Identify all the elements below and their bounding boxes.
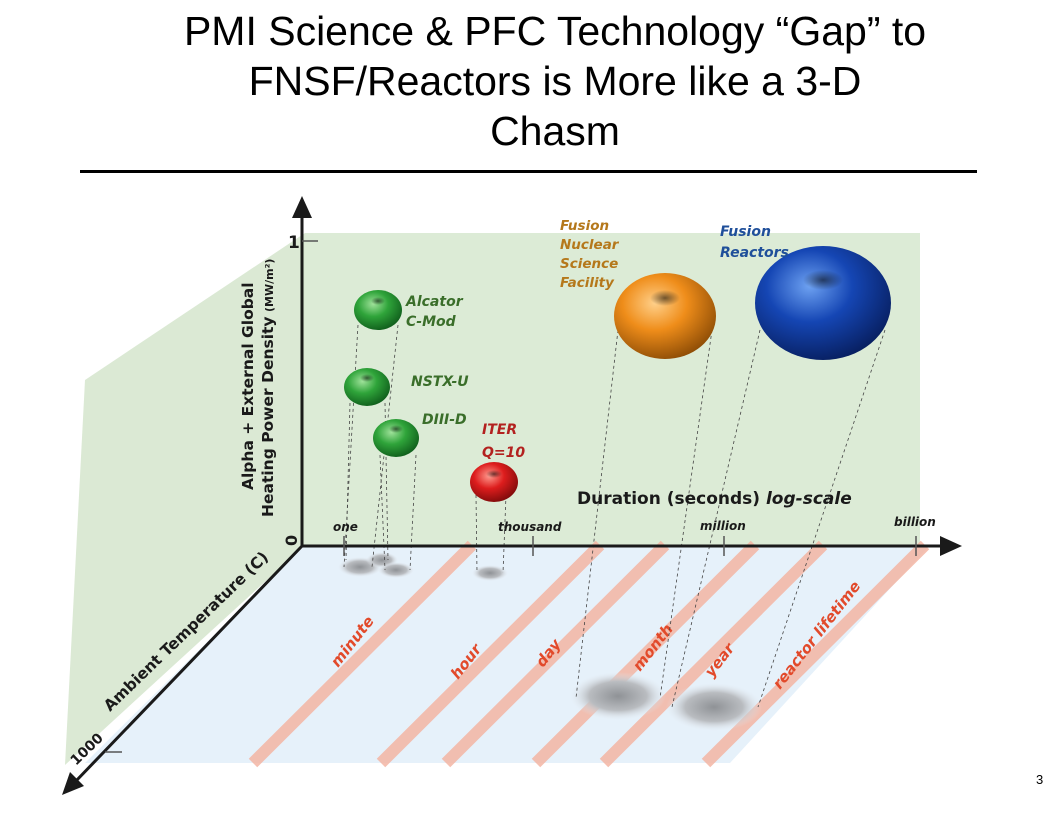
side-wall-plane: [65, 233, 305, 765]
tick-marks: [105, 240, 917, 753]
slide-title: PMI Science & PFC Technology “Gap” to FN…: [90, 6, 1020, 156]
y-axis-arrow: [292, 196, 312, 218]
torus-alcator: [354, 290, 402, 330]
x-tick-million: million: [700, 519, 746, 533]
label-fnsf: Fusion Nuclear Science Facility: [560, 218, 623, 291]
z-axis-arrow: [62, 772, 84, 795]
label-iter: ITER Q=10: [482, 422, 525, 461]
torus-diiid: [373, 419, 419, 457]
x-axis-label: Duration (seconds) log-scale: [577, 489, 852, 509]
shadow-diiid: [378, 562, 414, 578]
label-diiid: DIII-D: [422, 412, 467, 428]
axes: [73, 212, 945, 784]
shadow-fnsf: [570, 672, 666, 720]
projection-lines: [343, 324, 886, 708]
x-axis-arrow: [940, 536, 962, 556]
x-tick-one: one: [333, 520, 358, 534]
x-tick-billion: billion: [894, 515, 936, 529]
floor-shadows: [338, 552, 762, 731]
page-number: 3: [1036, 772, 1044, 787]
label-reactors: Fusion Reactors: [720, 224, 789, 261]
title-line-1: PMI Science & PFC Technology “Gap” to: [183, 8, 927, 54]
y-tick-origin: 0: [282, 535, 301, 546]
torus-iter: [470, 462, 518, 502]
torus-reactor: [755, 246, 891, 360]
label-alcator: Alcator C-Mod: [405, 294, 467, 330]
y-axis-unit: (MW/m²): [263, 259, 276, 312]
shadow-reactor: [666, 683, 762, 731]
title-line-3: Chasm: [490, 108, 620, 154]
torus-fnsf: [614, 273, 716, 359]
title-line-2: FNSF/Reactors is More like a 3-D: [248, 58, 862, 104]
z-axis-line: [73, 544, 304, 784]
y-axis-label-line2: Heating Power Density: [259, 316, 277, 517]
time-stripes: [248, 540, 930, 768]
y-axis-label-line1: Alpha + External Global: [239, 282, 257, 490]
label-nstx: NSTX-U: [411, 374, 469, 390]
x-tick-thousand: thousand: [498, 520, 562, 534]
shadow-iter: [472, 565, 508, 581]
y-tick-top: 1: [288, 233, 300, 253]
torus-nstx: [344, 368, 390, 406]
title-divider: [80, 170, 977, 173]
